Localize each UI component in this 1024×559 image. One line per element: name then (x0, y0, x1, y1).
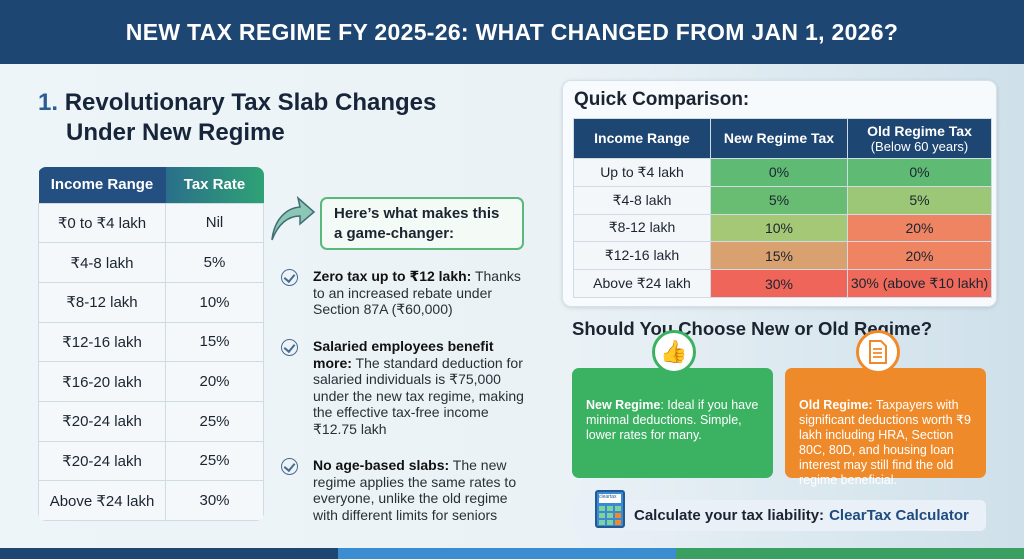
table-row: ₹12-16 lakh 15% 20% (573, 241, 992, 271)
comparison-table: Income Range New Regime Tax Old Regime T… (573, 118, 992, 298)
check-circle-icon (281, 269, 298, 286)
footer-stripe (0, 548, 1024, 559)
old-regime-card: Old Regime: Taxpayers with significant d… (785, 368, 986, 487)
table-row: ₹20-24 lakh 25% (38, 440, 264, 482)
new-regime-cell: 10% (710, 213, 848, 243)
column-header: New Regime Tax (710, 118, 848, 159)
income-range-cell: ₹20-24 lakh (38, 400, 166, 442)
table-row: Up to ₹4 lakh 0% 0% (573, 158, 992, 187)
page-title: NEW TAX REGIME FY 2025-26: WHAT CHANGED … (0, 0, 1024, 64)
column-header: Old Regime Tax (Below 60 years) (847, 118, 992, 159)
benefit-item: Salaried employees benefit more: The sta… (281, 338, 535, 437)
tax-rate-cell: 15% (165, 321, 264, 363)
old-regime-cell: 30% (above ₹10 lakh) (847, 269, 992, 298)
comparison-title: Quick Comparison: (574, 89, 750, 110)
table-row: ₹8-12 lakh 10% 20% (573, 213, 992, 243)
table-row: ₹12-16 lakh 15% (38, 321, 264, 363)
table-row: ₹4-8 lakh 5% 5% (573, 185, 992, 215)
benefit-item: Zero tax up to ₹12 lakh: Thanks to an in… (281, 268, 535, 318)
income-range-cell: Up to ₹4 lakh (573, 158, 711, 187)
table-row: ₹0 to ₹4 lakh Nil (38, 202, 264, 244)
tax-rate-cell: 30% (165, 480, 264, 521)
tax-rate-cell: Nil (165, 202, 264, 244)
check-circle-icon (281, 458, 298, 475)
new-regime-cell: 30% (710, 269, 848, 298)
benefit-item: No age-based slabs: The new regime appli… (281, 457, 535, 523)
callout-box: Here’s what makes this a game-changer: (320, 197, 524, 250)
table-row: ₹16-20 lakh 20% (38, 361, 264, 402)
income-range-cell: ₹16-20 lakh (38, 361, 166, 402)
income-range-cell: ₹8-12 lakh (573, 213, 711, 243)
income-range-cell: ₹4-8 lakh (573, 185, 711, 215)
tax-rate-cell: 25% (165, 440, 264, 482)
thumbs-up-icon: 👍 (652, 330, 696, 374)
income-range-cell: ₹0 to ₹4 lakh (38, 202, 166, 244)
income-range-cell: ₹8-12 lakh (38, 281, 166, 323)
table-row: ₹20-24 lakh 25% (38, 400, 264, 442)
column-header: Income Range (38, 167, 166, 203)
income-range-cell: Above ₹24 lakh (38, 480, 166, 521)
new-regime-card: New Regime: Ideal if you have minimal de… (572, 368, 773, 478)
new-regime-cell: 15% (710, 241, 848, 271)
check-circle-icon (281, 339, 298, 356)
table-row: Above ₹24 lakh 30% (38, 480, 264, 521)
column-header: Tax Rate (165, 167, 264, 203)
column-header: Income Range (573, 118, 711, 159)
tax-rate-cell: 25% (165, 400, 264, 442)
income-range-cell: ₹20-24 lakh (38, 440, 166, 482)
old-regime-cell: 0% (847, 158, 992, 187)
section-heading: 1. Revolutionary Tax Slab Changes Under … (38, 89, 437, 146)
new-regime-cell: 0% (710, 158, 848, 187)
cleartax-calculator-link[interactable]: ClearTax Calculator (829, 507, 969, 524)
table-row: ₹8-12 lakh 10% (38, 281, 264, 323)
table-row: ₹4-8 lakh 5% (38, 242, 264, 283)
new-regime-cell: 5% (710, 185, 848, 215)
old-regime-cell: 5% (847, 185, 992, 215)
income-range-cell: Above ₹24 lakh (573, 269, 711, 298)
document-icon (856, 330, 900, 374)
tax-rate-cell: 20% (165, 361, 264, 402)
calculator-link-bar[interactable]: Calculate your tax liability: ClearTax C… (572, 500, 986, 531)
income-range-cell: ₹12-16 lakh (38, 321, 166, 363)
table-row: Above ₹24 lakh 30% 30% (above ₹10 lakh) (573, 269, 992, 298)
income-range-cell: ₹4-8 lakh (38, 242, 166, 283)
old-regime-cell: 20% (847, 213, 992, 243)
income-range-cell: ₹12-16 lakh (573, 241, 711, 271)
arrow-icon (271, 195, 316, 241)
old-regime-cell: 20% (847, 241, 992, 271)
calculator-icon: cleartax (595, 490, 625, 528)
tax-rate-cell: 10% (165, 281, 264, 323)
tax-rate-cell: 5% (165, 242, 264, 283)
slab-table: Income Range Tax Rate ₹0 to ₹4 lakh Nil ₹4… (38, 167, 264, 521)
